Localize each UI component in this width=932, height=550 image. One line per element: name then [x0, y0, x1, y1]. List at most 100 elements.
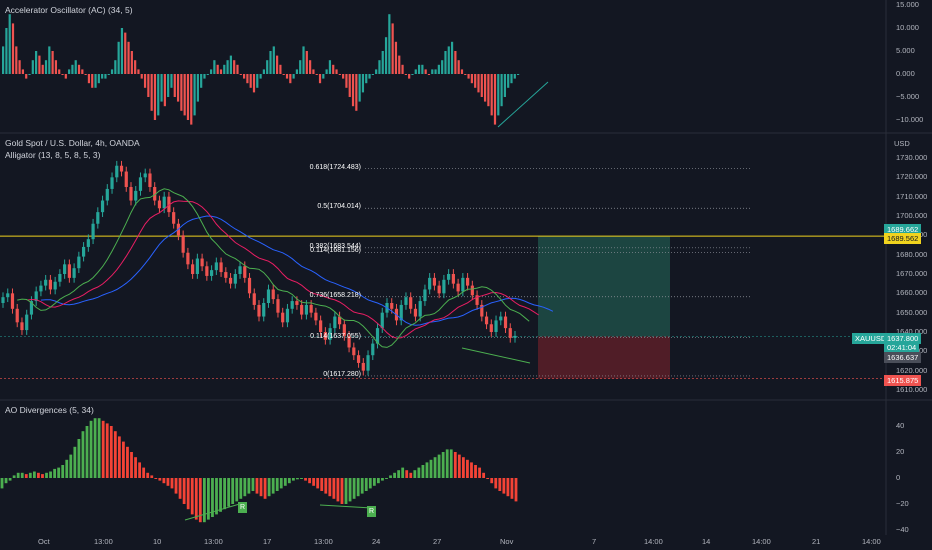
candle [423, 289, 427, 302]
ac-bar [58, 69, 61, 74]
ao-bar [150, 475, 154, 478]
candle [513, 335, 517, 338]
ac-axis-tick: −10.000 [896, 115, 924, 124]
ac-bar [417, 64, 421, 74]
candle [200, 258, 204, 267]
price-axis-tick: 1670.000 [896, 269, 928, 278]
ao-bar [279, 478, 283, 489]
ao-bar [478, 467, 481, 478]
ac-bar [110, 69, 114, 74]
ao-bar [65, 459, 69, 478]
ac-bar [87, 74, 91, 84]
candle [442, 279, 446, 294]
candle [499, 316, 503, 321]
profit-zone [538, 236, 670, 337]
ac-axis-tick: 0.000 [896, 69, 915, 78]
ac-bar [328, 60, 332, 74]
ac-bar [71, 64, 74, 74]
ac-bar [365, 74, 368, 84]
ac-bar [507, 74, 510, 88]
ao-bar [85, 426, 89, 478]
ao-bar [457, 454, 461, 478]
ao-bar [389, 475, 392, 478]
ac-bar [249, 74, 252, 88]
ao-bar [8, 478, 12, 481]
ao-bar [113, 431, 117, 478]
ac-bar [348, 74, 351, 97]
candle [129, 187, 133, 201]
ao-bar [101, 420, 105, 478]
ac-bar [513, 74, 516, 79]
ac-bar [480, 74, 483, 97]
ao-bar [73, 446, 77, 478]
ac-bar [437, 64, 440, 74]
ao-bar [77, 439, 81, 478]
ac-bar [444, 51, 447, 74]
ac-bar [391, 23, 394, 74]
alligator-teeth-line [26, 200, 539, 339]
ac-bar [315, 74, 318, 75]
ac-bar [282, 74, 285, 75]
ac-bar [497, 74, 500, 116]
ao-bar [514, 478, 518, 502]
candle [243, 266, 247, 278]
ao-bar [283, 478, 287, 486]
ac-bar [394, 41, 398, 74]
ao-bar [393, 472, 396, 478]
ac-bar [371, 74, 374, 75]
ac-bar [493, 74, 497, 125]
candle [428, 277, 432, 290]
ac-bar [38, 55, 41, 74]
time-axis-label: 21 [812, 537, 821, 546]
candle [34, 291, 38, 302]
candle [508, 328, 512, 338]
ao-bar [69, 454, 73, 478]
price-axis-tick: 1710.000 [896, 191, 928, 201]
divergence-marker: R [238, 502, 248, 513]
ao-axis-tick: −20 [896, 499, 909, 508]
ao-bar [482, 472, 486, 478]
ao-bar [271, 478, 275, 494]
candle [214, 262, 218, 271]
symbol-tag: XAUUSD [852, 333, 890, 344]
ac-bar [276, 55, 279, 74]
ac-bar [474, 74, 477, 88]
candle [262, 303, 266, 317]
fib-level-label: 0.382(1683.544) [309, 242, 361, 250]
candle [285, 308, 290, 323]
candle [77, 256, 81, 269]
ao-bar [211, 478, 214, 517]
candle [489, 324, 493, 332]
ao-bar [429, 459, 433, 478]
ac-bar [322, 74, 325, 79]
ac-axis-tick: −5.000 [896, 92, 920, 101]
time-axis-label: 7 [592, 537, 597, 546]
ac-bar [219, 69, 223, 74]
ao-bar [117, 436, 121, 478]
candle [143, 173, 147, 178]
stop-tag: 1615.875 [884, 375, 922, 386]
candle [124, 171, 128, 187]
ac-bar [229, 55, 232, 74]
ac-bar [130, 51, 133, 74]
ao-bar [336, 478, 340, 502]
divergence-trendline [461, 347, 531, 364]
ac-bar [124, 32, 127, 74]
ac-bar [256, 74, 259, 88]
price-axis-tick: 1660.000 [896, 288, 928, 298]
ac-bar [84, 74, 87, 75]
ac-bar [483, 74, 487, 102]
candle [247, 277, 252, 294]
ac-bar [31, 60, 34, 74]
candle [67, 264, 71, 278]
ac-bar [355, 74, 358, 111]
candle [181, 235, 185, 253]
candle [63, 264, 67, 274]
candle [224, 272, 228, 278]
time-axis-label: 14:00 [862, 537, 881, 546]
ac-bar [467, 74, 470, 79]
ac-bar [15, 46, 18, 74]
price-axis-tick: 1610.000 [896, 385, 928, 394]
